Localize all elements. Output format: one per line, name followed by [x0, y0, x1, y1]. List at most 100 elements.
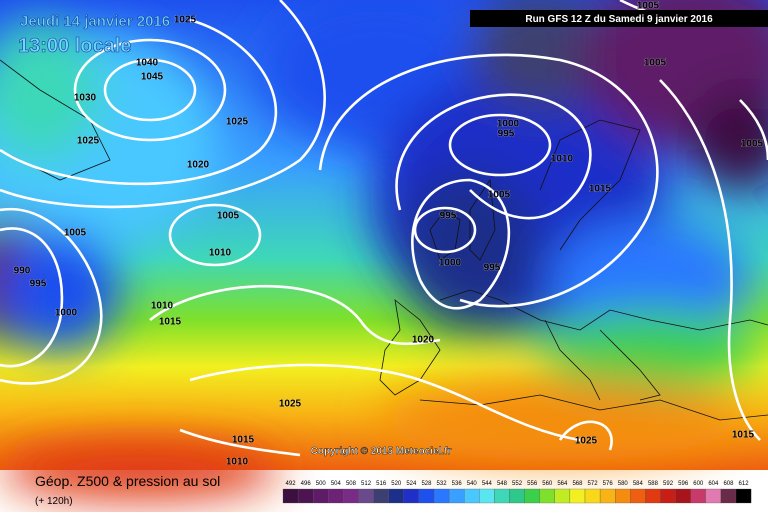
legend-swatch [630, 488, 646, 504]
forecast-time: 13:00 locale [18, 35, 131, 57]
isobar-label: 1005 [741, 139, 764, 150]
legend-swatch [720, 488, 737, 504]
map-area: 1025 1040 1045 1030 1025 1025 1020 1005 … [0, 0, 768, 500]
isobar-label: 1005 [217, 211, 240, 222]
legend-swatch [328, 488, 344, 504]
isobar-label: 995 [498, 129, 515, 140]
isobar-label: 990 [14, 266, 31, 277]
legend-label: 596 [678, 481, 689, 487]
isobar-label: 1000 [497, 119, 520, 130]
isobar-label: 995 [440, 211, 457, 222]
isobar-label: 1010 [151, 301, 174, 312]
legend-swatch [433, 488, 450, 504]
legend-swatch [313, 488, 329, 504]
run-banner [470, 10, 768, 27]
isobar-labels: 1025 1040 1045 1030 1025 1025 1020 1005 … [13, 0, 764, 468]
legend-label: 544 [482, 481, 493, 487]
legend-swatch [690, 488, 706, 504]
legend-swatch [373, 488, 389, 504]
legend-label: 504 [331, 481, 342, 487]
legend-swatch [599, 488, 616, 504]
legend-label: 552 [512, 481, 523, 487]
legend-swatch [418, 488, 435, 504]
isobar-label: 1010 [226, 457, 249, 468]
legend-label: 608 [723, 481, 734, 487]
legend-swatch [569, 488, 586, 504]
isobar-label: 1005 [637, 1, 660, 12]
legend-swatch [479, 488, 495, 504]
isobar-label: 1010 [551, 154, 574, 165]
legend-label: 500 [316, 481, 327, 487]
legend-label: 528 [421, 481, 432, 487]
legend-swatch [509, 488, 525, 504]
legend-label: 532 [437, 481, 448, 487]
isobar-label: 1005 [488, 190, 511, 201]
isobar-label: 1040 [136, 58, 159, 69]
legend-label: 612 [739, 481, 750, 487]
legend-label: 576 [603, 481, 614, 487]
isobar-label: 1025 [174, 15, 197, 26]
legend-swatch [705, 488, 722, 504]
run-info: Run GFS 12 Z du Samedi 9 janvier 2016 [525, 14, 713, 25]
isobar-label: 1015 [589, 184, 612, 195]
legend-label: 584 [633, 481, 644, 487]
legend-label: 540 [467, 481, 478, 487]
legend-swatch [735, 488, 752, 504]
legend-label: 580 [618, 481, 629, 487]
legend-swatch [282, 488, 299, 504]
isobar-label: 1025 [575, 436, 598, 447]
isobar-label: 1005 [644, 58, 667, 69]
isobar-label: 1000 [439, 258, 462, 269]
legend-label: 536 [452, 481, 463, 487]
legend-label: 496 [301, 481, 312, 487]
legend-swatch [615, 488, 631, 504]
isobar-label: 995 [484, 263, 501, 274]
legend-swatch [388, 488, 404, 504]
legend-swatch [494, 488, 510, 504]
legend-swatch [675, 488, 691, 504]
legend-label: 592 [663, 481, 674, 487]
legend-swatch [343, 488, 359, 504]
legend-swatch [660, 488, 676, 504]
legend-label: 572 [588, 481, 599, 487]
legend-swatch [358, 488, 374, 504]
isobar-label: 1025 [226, 117, 249, 128]
legend-label: 588 [648, 481, 659, 487]
isobar-label: 1015 [732, 430, 755, 441]
legend-label: 492 [286, 481, 297, 487]
legend-swatch [403, 488, 420, 504]
legend-swatch [297, 488, 314, 504]
legend-swatch [464, 488, 480, 504]
color-legend: 492 496 500 504 508 512 516 520 524 528 532 536 540 5… [282, 481, 752, 504]
legend-label: 568 [572, 481, 583, 487]
lead-time: (+ 120h) [35, 496, 73, 507]
legend-label: 604 [708, 481, 719, 487]
legend-label: 600 [693, 481, 704, 487]
isobar-label: 1045 [141, 72, 164, 83]
legend-swatch [539, 488, 555, 504]
legend-label: 560 [542, 481, 553, 487]
isobar-label: 1025 [279, 399, 302, 410]
legend-swatch [448, 488, 465, 504]
isobar-label: 1025 [77, 136, 100, 147]
isobar-label: 1030 [74, 93, 97, 104]
legend-label: 548 [497, 481, 508, 487]
legend-swatch [524, 488, 540, 504]
isobar-label: 995 [30, 279, 47, 290]
legend-label: 524 [406, 481, 417, 487]
isobar-label: 1010 [209, 248, 232, 259]
legend-label: 508 [346, 481, 357, 487]
legend-label: 564 [557, 481, 568, 487]
legend-swatch [645, 488, 661, 504]
copyright: Copyright © 2015 Meteociel.fr [311, 446, 452, 457]
isobar-label: 1015 [159, 317, 182, 328]
legend-label: 520 [391, 481, 402, 487]
legend-label: 516 [376, 481, 387, 487]
isobars [0, 0, 768, 455]
isobar-label: 1015 [232, 435, 255, 446]
map-title: Géop. Z500 & pression au sol [35, 473, 220, 489]
isobar-label: 1000 [55, 308, 78, 319]
legend-label: 556 [527, 481, 538, 487]
isobar-label: 1020 [412, 335, 435, 346]
